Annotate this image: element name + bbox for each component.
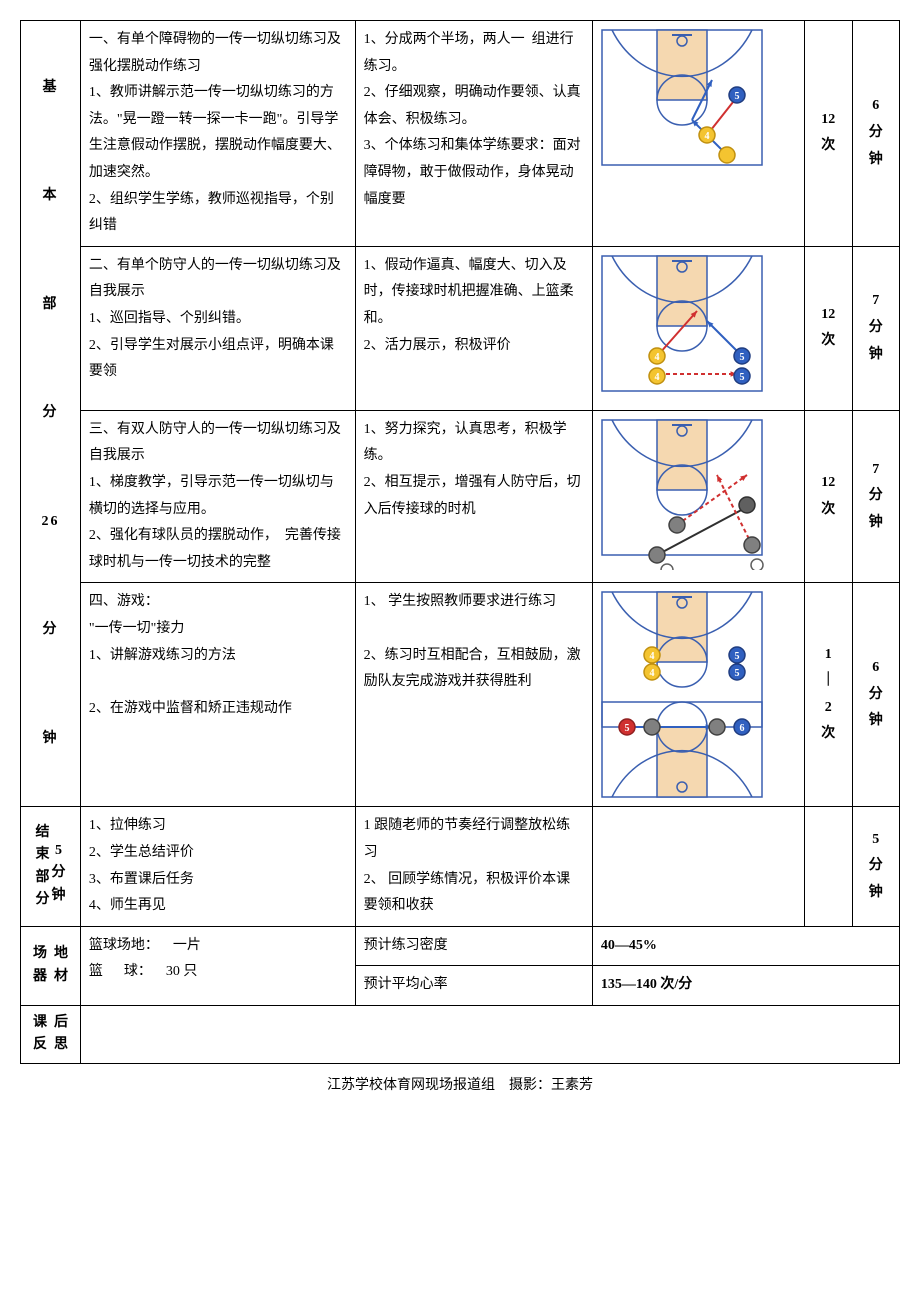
times-2: 12次 (805, 246, 852, 410)
svg-text:5: 5 (624, 723, 629, 734)
svg-text:5: 5 (739, 372, 744, 383)
svg-text:5: 5 (739, 352, 744, 363)
venue-equipment: 篮球场地： 一片篮 球： 30 只 (80, 926, 355, 1005)
svg-text:4: 4 (654, 352, 659, 363)
student-3: 1、努力探究，认真思考，积极学练。2、相互提示，增强有人防守后，切入后传接球的时… (355, 410, 592, 583)
main-section-label: 基本部分26分钟 (21, 21, 81, 807)
hr-label: 预计平均心率 (355, 966, 592, 1006)
venue-label: 场 地器 材 (21, 926, 81, 1005)
ending-row: 结束部分 5分钟 1、拉伸练习2、学生总结评价3、布置课后任务4、师生再见 1 … (21, 807, 900, 926)
hr-value: 135—140 次/分 (592, 966, 899, 1006)
ending-diagram (592, 807, 804, 926)
dur-1: 6分钟 (852, 21, 899, 247)
ending-dur: 5分钟 (852, 807, 899, 926)
reflect-label: 课 后反 思 (21, 1005, 81, 1063)
svg-text:4: 4 (654, 372, 659, 383)
activity-4: 四、游戏："一传一切"接力 1、讲解游戏练习的方法 2、在游戏中监督和矫正违规动… (80, 583, 355, 807)
dur-3: 7分钟 (852, 410, 899, 583)
main-row-3: 三、有双人防守人的一传一切纵切练习及自我展示1、梯度教学，引导示范一传一切纵切与… (21, 410, 900, 583)
density-label: 预计练习密度 (355, 926, 592, 966)
ending-label-text: 结束部分 (35, 822, 49, 912)
density-value: 40—45% (592, 926, 899, 966)
times-3: 12次 (805, 410, 852, 583)
svg-text:4: 4 (649, 651, 654, 662)
svg-text:4: 4 (649, 668, 654, 679)
ending-times (805, 807, 852, 926)
diagram-3 (592, 410, 804, 583)
main-row-4: 四、游戏："一传一切"接力 1、讲解游戏练习的方法 2、在游戏中监督和矫正违规动… (21, 583, 900, 807)
activity-2: 二、有单个防守人的一传一切纵切练习及自我展示1、巡回指导、个别纠错。2、引导学生… (80, 246, 355, 410)
activity-3: 三、有双人防守人的一传一切纵切练习及自我展示1、梯度教学，引导示范一传一切纵切与… (80, 410, 355, 583)
student-4: 1、 学生按照教师要求进行练习2、练习时互相配合，互相鼓励，激励队友完成游戏并获… (355, 583, 592, 807)
diagram-2: 4 4 5 5 (592, 246, 804, 410)
svg-text:6: 6 (739, 723, 744, 734)
ending-student: 1 跟随老师的节奏经行调整放松练习2、 回顾学练情况，积极评价本课要领和收获 (355, 807, 592, 926)
dur-4: 6分钟 (852, 583, 899, 807)
svg-text:5: 5 (734, 668, 739, 679)
dur-2: 7分钟 (852, 246, 899, 410)
diagram-1: 45 (592, 21, 804, 247)
lesson-plan-table: 基本部分26分钟 一、有单个障碍物的一传一切纵切练习及强化摆脱动作练习1、教师讲… (20, 20, 900, 1064)
main-row-1: 基本部分26分钟 一、有单个障碍物的一传一切纵切练习及强化摆脱动作练习1、教师讲… (21, 21, 900, 247)
main-row-2: 二、有单个防守人的一传一切纵切练习及自我展示1、巡回指导、个别纠错。2、引导学生… (21, 246, 900, 410)
activity-1: 一、有单个障碍物的一传一切纵切练习及强化摆脱动作练习1、教师讲解示范一传一切纵切… (80, 21, 355, 247)
svg-text:5: 5 (734, 91, 739, 102)
ending-activity: 1、拉伸练习2、学生总结评价3、布置课后任务4、师生再见 (80, 807, 355, 926)
ending-label: 结束部分 5分钟 (21, 807, 81, 926)
svg-text:5: 5 (734, 651, 739, 662)
times-1: 12次 (805, 21, 852, 247)
reflect-row: 课 后反 思 (21, 1005, 900, 1063)
reflect-content (80, 1005, 899, 1063)
student-1: 1、分成两个半场，两人一 组进行练习。2、仔细观察，明确动作要领、认真体会、积极… (355, 21, 592, 247)
student-2: 1、假动作逼真、幅度大、切入及时，传接球时机把握准确、上篮柔和。2、活力展示，积… (355, 246, 592, 410)
times-4: 1｜2次 (805, 583, 852, 807)
svg-text:4: 4 (704, 131, 709, 142)
diagram-4: 4 4 5 5 5 6 (592, 583, 804, 807)
ending-time-label: 5分钟 (51, 840, 65, 912)
venue-row-1: 场 地器 材 篮球场地： 一片篮 球： 30 只 预计练习密度 40—45% (21, 926, 900, 966)
main-label-text: 基本部分26分钟 (29, 34, 72, 794)
footer-note: 江苏学校体育网现场报道组 摄影：王素芳 (20, 1074, 900, 1094)
